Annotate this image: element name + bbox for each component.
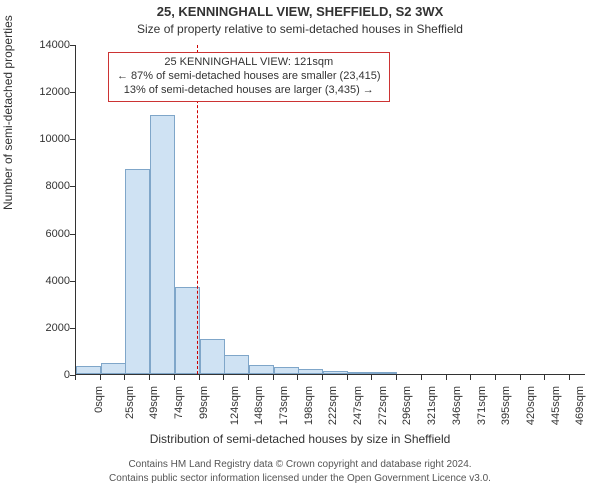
y-tick-label: 10000 xyxy=(0,133,70,145)
x-tick-mark xyxy=(544,375,545,380)
x-tick-label: 99sqm xyxy=(198,386,210,419)
annotation-box: 25 KENNINGHALL VIEW: 121sqm ← 87% of sem… xyxy=(108,52,390,102)
histogram-bar xyxy=(298,369,323,374)
y-tick-label: 0 xyxy=(0,369,70,381)
x-tick-label: 0sqm xyxy=(93,386,105,413)
x-tick-mark xyxy=(297,375,298,380)
x-tick-label: 25sqm xyxy=(124,386,136,419)
x-tick-mark xyxy=(347,375,348,380)
y-tick-mark xyxy=(70,328,75,329)
histogram-bar xyxy=(274,367,299,374)
x-tick-mark xyxy=(569,375,570,380)
x-tick-mark xyxy=(174,375,175,380)
y-tick-mark xyxy=(70,281,75,282)
annotation-line-smaller: ← 87% of semi-detached houses are smalle… xyxy=(117,70,381,84)
x-tick-label: 469sqm xyxy=(574,386,586,425)
histogram-bar xyxy=(348,372,373,374)
x-tick-mark xyxy=(124,375,125,380)
x-tick-mark xyxy=(273,375,274,380)
chart-title: Size of property relative to semi-detach… xyxy=(0,22,600,36)
y-tick-label: 14000 xyxy=(0,39,70,51)
x-tick-mark xyxy=(100,375,101,380)
x-tick-label: 173sqm xyxy=(278,386,290,425)
x-tick-label: 49sqm xyxy=(148,386,160,419)
y-tick-mark xyxy=(70,45,75,46)
y-tick-label: 8000 xyxy=(0,180,70,192)
x-tick-label: 371sqm xyxy=(476,386,488,425)
x-tick-mark xyxy=(470,375,471,380)
footer-line-1: Contains HM Land Registry data © Crown c… xyxy=(0,458,600,472)
annotation-line-larger: 13% of semi-detached houses are larger (… xyxy=(117,84,381,98)
x-tick-mark xyxy=(322,375,323,380)
footer-attribution: Contains HM Land Registry data © Crown c… xyxy=(0,458,600,485)
x-tick-label: 124sqm xyxy=(229,386,241,425)
histogram-bar xyxy=(372,372,397,374)
x-tick-mark xyxy=(446,375,447,380)
x-tick-label: 395sqm xyxy=(500,386,512,425)
y-tick-mark xyxy=(70,92,75,93)
x-axis-label: Distribution of semi-detached houses by … xyxy=(0,432,600,446)
y-tick-mark xyxy=(70,186,75,187)
y-tick-label: 12000 xyxy=(0,86,70,98)
y-tick-mark xyxy=(70,139,75,140)
x-tick-label: 74sqm xyxy=(173,386,185,419)
y-tick-mark xyxy=(70,234,75,235)
x-tick-mark xyxy=(421,375,422,380)
x-tick-mark xyxy=(495,375,496,380)
chart-container: 25, KENNINGHALL VIEW, SHEFFIELD, S2 3WX … xyxy=(0,0,600,500)
x-tick-mark xyxy=(149,375,150,380)
histogram-bar xyxy=(200,339,225,374)
annotation-line-property: 25 KENNINGHALL VIEW: 121sqm xyxy=(117,56,381,70)
x-tick-label: 198sqm xyxy=(303,386,315,425)
x-tick-label: 148sqm xyxy=(253,386,265,425)
x-tick-label: 296sqm xyxy=(401,386,413,425)
y-tick-label: 6000 xyxy=(0,228,70,240)
x-tick-label: 445sqm xyxy=(550,386,562,425)
x-tick-label: 272sqm xyxy=(377,386,389,425)
y-tick-label: 4000 xyxy=(0,275,70,287)
histogram-bar xyxy=(249,365,274,374)
x-tick-label: 222sqm xyxy=(327,386,339,425)
x-tick-mark xyxy=(371,375,372,380)
x-tick-label: 420sqm xyxy=(525,386,537,425)
histogram-bar xyxy=(101,363,126,374)
histogram-bar xyxy=(224,355,249,374)
x-tick-mark xyxy=(248,375,249,380)
x-tick-mark xyxy=(199,375,200,380)
x-tick-mark xyxy=(75,375,76,380)
x-tick-label: 346sqm xyxy=(451,386,463,425)
histogram-bar xyxy=(323,371,348,374)
footer-line-2: Contains public sector information licen… xyxy=(0,472,600,486)
x-tick-mark xyxy=(396,375,397,380)
y-tick-label: 2000 xyxy=(0,322,70,334)
histogram-bar xyxy=(125,169,150,374)
histogram-bar xyxy=(76,366,101,374)
x-tick-label: 321sqm xyxy=(426,386,438,425)
histogram-bar xyxy=(150,115,175,374)
histogram-bar xyxy=(175,287,200,374)
x-tick-mark xyxy=(520,375,521,380)
x-tick-mark xyxy=(223,375,224,380)
x-tick-label: 247sqm xyxy=(352,386,364,425)
chart-supertitle: 25, KENNINGHALL VIEW, SHEFFIELD, S2 3WX xyxy=(0,4,600,19)
